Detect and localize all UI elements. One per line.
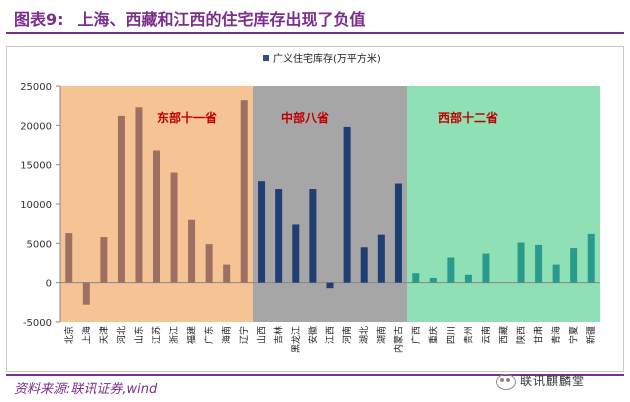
figure-caption: 上海、西藏和江西的住宅库存出现了负值 (77, 10, 366, 29)
x-tick-label: 上海 (80, 326, 92, 344)
legend-marker (263, 55, 269, 61)
bar-central (360, 247, 368, 283)
bar-east (223, 264, 231, 283)
x-tick-label: 黑龙江 (290, 326, 302, 353)
wechat-icon (496, 373, 516, 390)
bar-west (587, 233, 595, 283)
y-tick-label: 5000 (27, 239, 52, 250)
x-tick-label: 青海 (550, 326, 562, 344)
x-tick-label: 云南 (480, 326, 492, 344)
x-tick-label: 广东 (203, 326, 215, 344)
x-tick-label: 浙江 (168, 326, 180, 344)
bar-central (343, 126, 351, 283)
figure-number: 图表9: (14, 10, 64, 29)
x-tick-label: 河北 (115, 326, 127, 344)
bar-central (309, 189, 317, 283)
x-tick-label: 陕西 (515, 326, 527, 344)
bar-east (170, 172, 178, 283)
bar-central (377, 234, 385, 283)
bar-east (117, 115, 125, 283)
y-tick-label: 25000 (20, 82, 52, 93)
x-tick-label: 重庆 (427, 326, 439, 344)
bar-west (464, 274, 472, 283)
legend-label: 广义住宅库存(万平方米) (273, 52, 381, 65)
y-tick-label: 0 (46, 279, 52, 290)
x-tick-label: 贵州 (462, 326, 474, 344)
figure-title: 图表9: 上海、西藏和江西的住宅库存出现了负值 (14, 6, 366, 30)
bar-west (552, 264, 560, 283)
x-tick-label: 新疆 (585, 326, 597, 344)
watermark-text: 联讯麒麟堂 (520, 374, 586, 388)
bar-east (82, 282, 90, 305)
bar-central (292, 224, 300, 283)
bar-east (188, 219, 196, 283)
region-west-label: 西部十二省 (438, 110, 498, 125)
x-tick-label: 西藏 (498, 326, 510, 344)
bar-west (429, 277, 437, 283)
bar-west (412, 273, 420, 283)
bar-east (205, 244, 213, 283)
x-tick-label: 广西 (410, 326, 422, 344)
x-tick-label: 甘肃 (533, 326, 545, 344)
bar-east (135, 107, 143, 283)
source-note: 资料来源:联讯证券,wind (14, 382, 158, 397)
x-tick-label: 山东 (133, 326, 145, 344)
x-tick-label: 宁夏 (568, 326, 580, 344)
x-tick-label: 江苏 (151, 326, 163, 344)
x-tick-label: 山西 (257, 326, 268, 344)
bar-west (447, 257, 455, 283)
x-tick-label: 北京 (63, 326, 75, 344)
region-east-label: 东部十一省 (157, 110, 217, 125)
source-rule (6, 374, 624, 376)
y-tick-label: -5000 (23, 318, 52, 329)
title-rule (6, 32, 624, 34)
bar-central (275, 189, 283, 283)
x-tick-label: 江西 (325, 326, 336, 344)
bar-west (517, 242, 525, 283)
x-tick-label: 海南 (221, 326, 233, 344)
bar-east (100, 237, 108, 283)
x-tick-label: 吉林 (273, 326, 285, 344)
bar-west (482, 253, 490, 283)
chart-frame (6, 46, 624, 372)
x-tick-label: 安徽 (307, 326, 319, 344)
x-tick-label: 湖南 (375, 326, 387, 344)
bar-east (65, 233, 73, 283)
y-tick-label: 10000 (20, 200, 52, 211)
bar-east (153, 150, 160, 283)
bar-west (535, 244, 543, 283)
x-tick-label: 湖北 (359, 326, 370, 344)
bar-central (326, 282, 334, 289)
bar-west (570, 248, 578, 283)
region-west-background (407, 86, 600, 322)
x-tick-label: 内蒙古 (392, 326, 404, 353)
x-tick-label: 辽宁 (238, 326, 250, 344)
x-tick-label: 福建 (186, 326, 198, 344)
x-tick-label: 河南 (341, 326, 353, 344)
x-tick-label: 天津 (99, 326, 110, 344)
x-tick-label: 四川 (447, 326, 457, 344)
bar-central (258, 181, 266, 283)
y-tick-label: 20000 (20, 121, 52, 132)
region-central-label: 中部八省 (281, 110, 329, 125)
watermark: 联讯麒麟堂 (496, 372, 585, 390)
bar-east (240, 100, 248, 283)
y-tick-label: 15000 (20, 161, 52, 172)
bar-central (394, 183, 402, 283)
